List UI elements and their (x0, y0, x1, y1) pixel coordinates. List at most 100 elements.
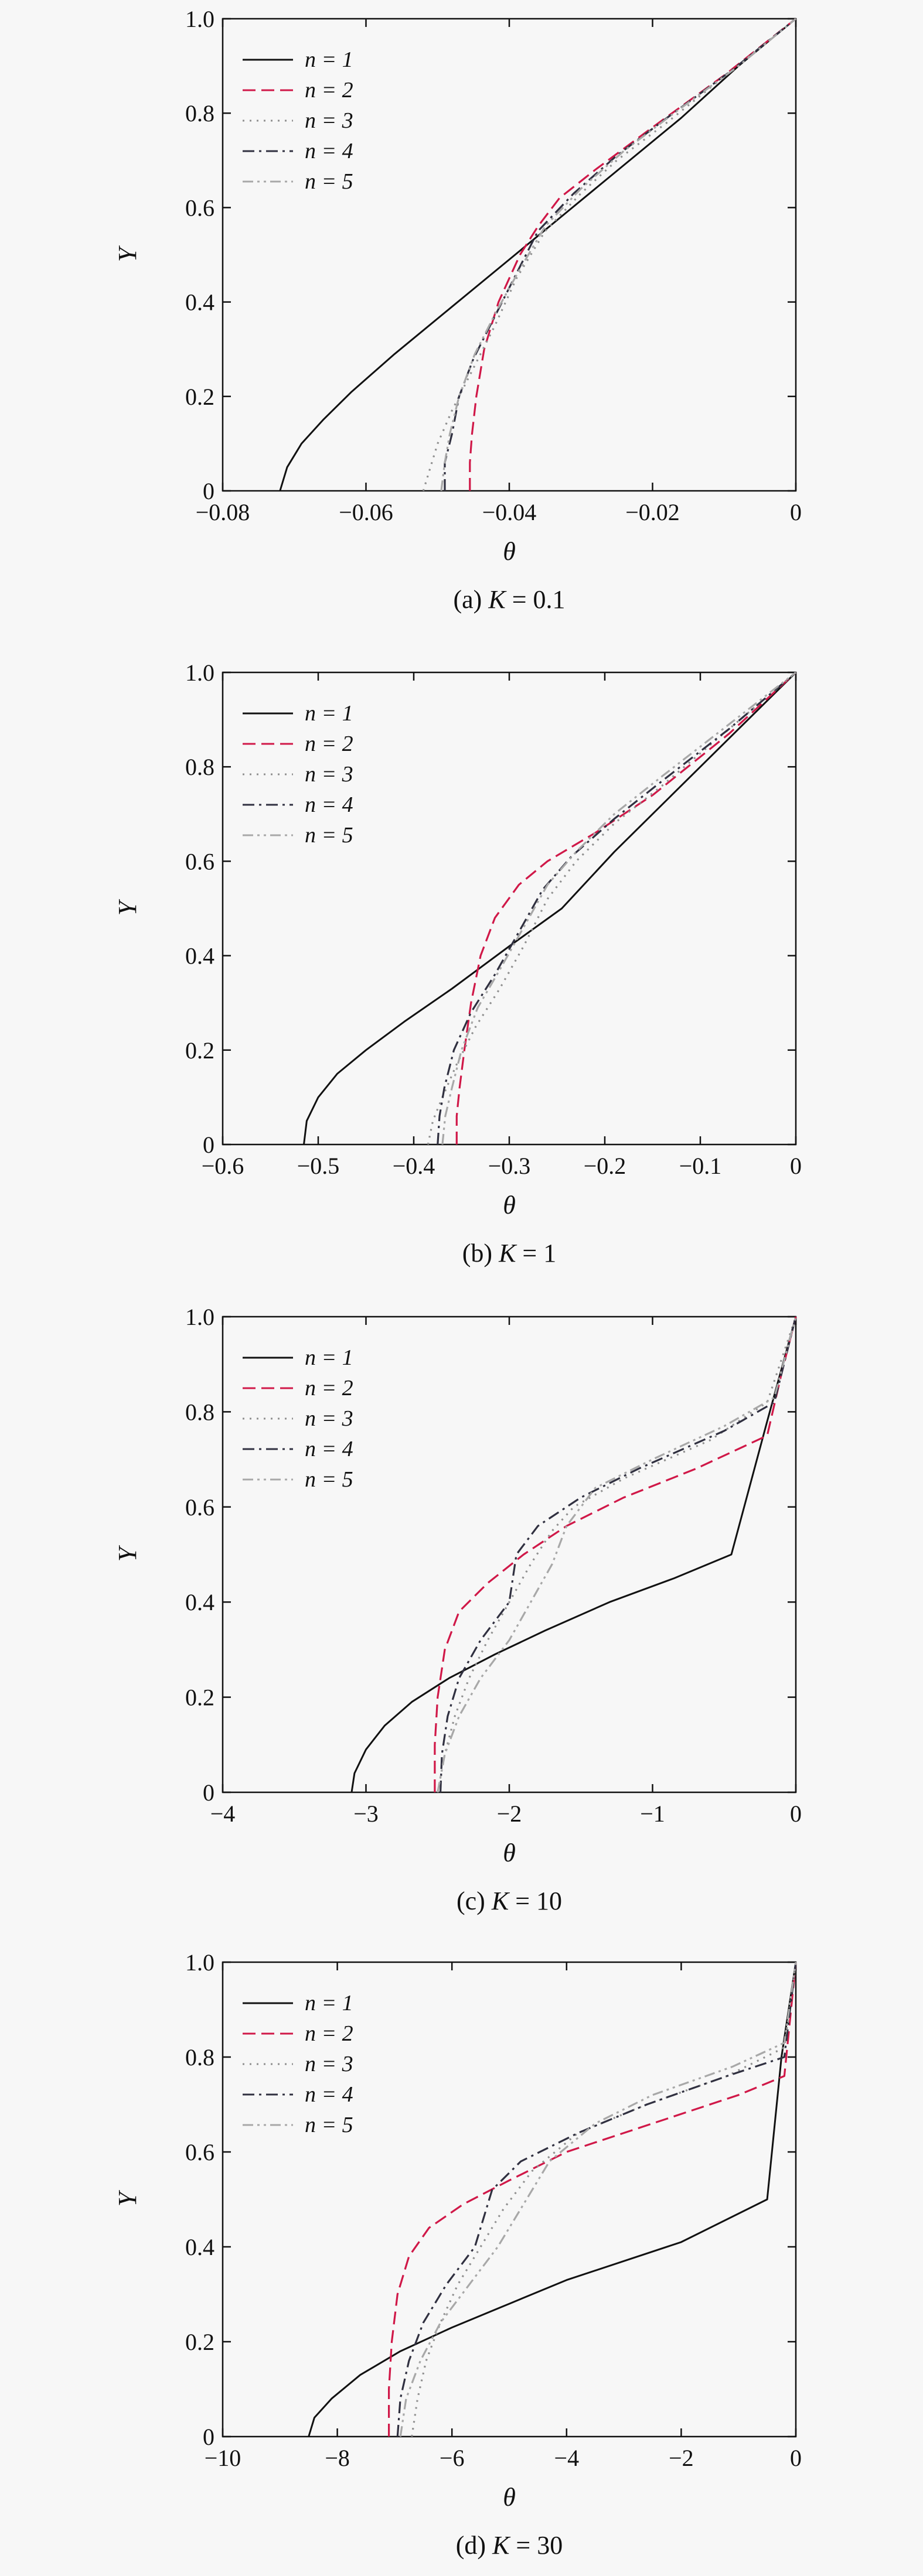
y-tick-label: 0 (203, 1132, 214, 1158)
caption-suffix: = 0.1 (506, 585, 566, 614)
y-tick-label: 0.6 (185, 1494, 214, 1521)
x-axis-label: θ (503, 1191, 516, 1219)
chart-panel-2: −0.6 −0.5 −0.4 −0.3 −0.2 −0.1 0 0 0.2 0.4 0.6 0.8 1.… (113, 660, 802, 1267)
y-tick-label: 0.4 (185, 943, 214, 969)
panel-caption: (c) K = 10 (457, 1887, 562, 1915)
y-axis-label: Y (113, 898, 142, 915)
legend-label-n3: n = 3 (305, 2052, 353, 2076)
panel-caption: (a) K = 0.1 (453, 585, 565, 614)
caption-suffix: = 10 (509, 1887, 562, 1915)
y-tick-label: 0.2 (185, 1685, 214, 1711)
y-tick-label: 0.2 (185, 1037, 214, 1064)
x-axis-label: θ (503, 2483, 516, 2512)
series-line-n3 (427, 671, 797, 1145)
x-tick-label: −0.3 (488, 1153, 531, 1179)
x-tick-label: 0 (790, 2445, 802, 2471)
caption-variable: K (492, 2531, 511, 2560)
panel-caption: (d) K = 30 (456, 2531, 563, 2560)
legend: n = 1 n = 2 n = 3 n = 4 n = 5 (243, 47, 353, 194)
legend-label-n1: n = 1 (305, 1991, 353, 2015)
x-tick-label: −0.08 (196, 499, 250, 525)
legend-label-n1: n = 1 (305, 47, 353, 72)
y-tick-label: 0.6 (185, 848, 214, 874)
y-tick-label: 1.0 (185, 660, 214, 686)
y-tick-label: 0.6 (185, 194, 214, 221)
x-tick-label: 0 (790, 499, 802, 525)
legend-label-n4: n = 4 (305, 792, 353, 817)
x-tick-label: −0.6 (202, 1153, 244, 1179)
series-line-n3 (411, 1962, 797, 2437)
y-tick-label: 0.8 (185, 100, 214, 127)
x-axis-label: θ (503, 1839, 516, 1867)
legend-label-n2: n = 2 (305, 1376, 353, 1400)
series-line-n4 (440, 1316, 797, 1793)
x-tick-label: 0 (790, 1801, 802, 1827)
chart-panel-1: −0.08 −0.06 −0.04 −0.02 0 0 0.2 0.4 0.6 0.8 1.0 θ Yn… (113, 6, 802, 614)
y-tick-label: 0 (203, 478, 214, 504)
caption-variable: K (488, 585, 507, 614)
x-tick-label: −0.02 (625, 499, 680, 525)
y-tick-label: 0.8 (185, 2044, 214, 2071)
series-line-n2 (387, 1962, 797, 2437)
series-line-n4 (437, 671, 797, 1145)
y-tick-label: 0.4 (185, 2234, 214, 2260)
legend-label-n3: n = 3 (305, 108, 353, 133)
caption-prefix: (d) (456, 2531, 492, 2560)
x-tick-label: −4 (554, 2445, 580, 2471)
plot-frame (222, 1961, 797, 2438)
legend-label-n5: n = 5 (305, 2113, 353, 2137)
y-tick-label: 0.4 (185, 289, 214, 316)
y-axis-label: Y (113, 1545, 142, 1562)
series-line-n5 (441, 671, 796, 1145)
y-tick-label: 1.0 (185, 6, 214, 32)
x-tick-label: −2 (497, 1801, 522, 1827)
series-line-n2 (434, 1316, 797, 1792)
panel-caption: (b) K = 1 (462, 1239, 557, 1267)
legend-label-n5: n = 5 (305, 1467, 353, 1492)
y-tick-label: 0.8 (185, 1399, 214, 1425)
x-tick-label: −0.4 (393, 1153, 435, 1179)
x-tick-label: −2 (669, 2445, 694, 2471)
caption-variable: K (498, 1239, 517, 1267)
legend-label-n3: n = 3 (305, 1406, 353, 1431)
legend-label-n5: n = 5 (305, 823, 353, 848)
y-tick-label: 0.8 (185, 754, 214, 780)
y-axis-label: Y (113, 2189, 142, 2206)
legend-label-n3: n = 3 (305, 762, 353, 787)
legend-label-n5: n = 5 (305, 169, 353, 194)
x-axis-label: θ (503, 537, 516, 566)
legend: n = 1 n = 2 n = 3 n = 4 n = 5 (243, 1345, 353, 1492)
series-line-n1 (303, 671, 797, 1145)
series-line-n1 (308, 1962, 797, 2437)
caption-variable: K (491, 1887, 510, 1915)
x-tick-label: −6 (440, 2445, 465, 2471)
series-line-n5 (440, 18, 797, 491)
legend-label-n2: n = 2 (305, 78, 353, 103)
y-tick-label: 1.0 (185, 1304, 214, 1330)
y-tick-label: 0.2 (185, 2329, 214, 2355)
x-tick-label: −3 (353, 1801, 379, 1827)
x-tick-label: −0.04 (482, 499, 537, 525)
x-tick-label: −0.06 (339, 499, 393, 525)
y-tick-label: 0.4 (185, 1589, 214, 1615)
series-line-n4 (396, 1962, 797, 2437)
legend-label-n4: n = 4 (305, 139, 353, 163)
x-tick-label: −0.2 (584, 1153, 626, 1179)
series-line-n5 (399, 1962, 797, 2437)
x-tick-label: −8 (325, 2445, 350, 2471)
series-line-n2 (469, 18, 796, 491)
series-line-n2 (455, 671, 797, 1144)
y-tick-label: 0 (203, 1779, 214, 1806)
legend-label-n2: n = 2 (305, 2021, 353, 2046)
y-tick-label: 0.6 (185, 2139, 214, 2165)
legend-label-n4: n = 4 (305, 1437, 353, 1461)
series-line-n3 (422, 18, 797, 491)
legend: n = 1 n = 2 n = 3 n = 4 n = 5 (243, 701, 353, 848)
y-tick-label: 0.2 (185, 384, 214, 410)
caption-suffix: = 1 (516, 1239, 556, 1267)
y-axis-label: Y (113, 245, 142, 262)
chart-panel-4: −10 −8 −6 −4 −2 0 0 0.2 0.4 0.6 0.8 1.0 θ Yn = 1 n = 2… (113, 1949, 802, 2560)
y-tick-label: 0 (203, 2424, 214, 2450)
